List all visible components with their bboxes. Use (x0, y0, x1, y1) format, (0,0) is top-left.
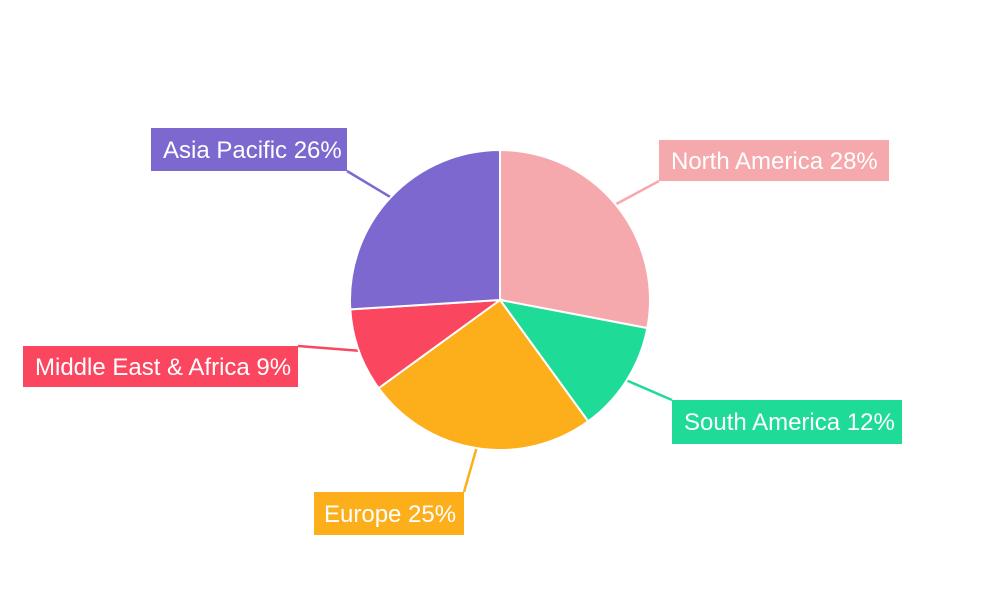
svg-text:Asia Pacific 26%: Asia Pacific 26% (163, 137, 342, 164)
svg-text:South America 12%: South America 12% (684, 409, 895, 436)
svg-text:North America 28%: North America 28% (671, 148, 878, 175)
svg-text:Middle East & Africa 9%: Middle East & Africa 9% (35, 354, 291, 381)
svg-text:Europe 25%: Europe 25% (324, 501, 456, 528)
